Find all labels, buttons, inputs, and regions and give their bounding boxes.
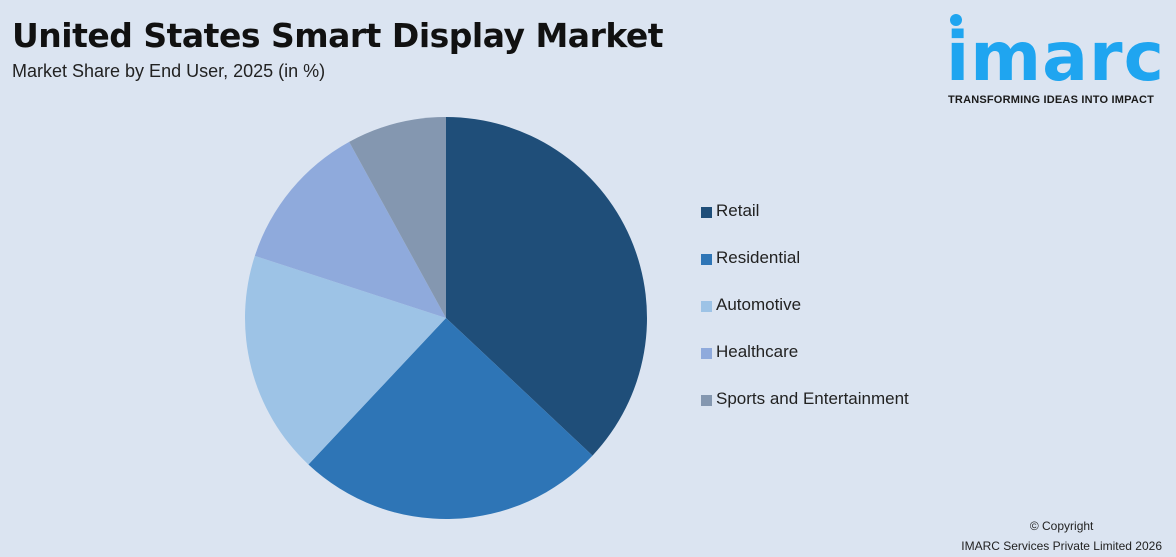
pie-slice-residential [308,318,593,519]
chart-subtitle: Market Share by End User, 2025 (in %) [12,61,326,81]
legend-swatch [701,254,712,265]
pie-slice-sports-and-entertainment [349,117,446,318]
legend-swatch [701,207,712,218]
legend-item: Automotive [701,295,909,342]
logo-dot [950,14,962,26]
copyright-company: IMARC Services Private Limited 2026 [961,539,1162,553]
legend-label: Residential [716,248,801,267]
legend-swatch [701,395,712,406]
legend-item: Sports and Entertainment [701,389,909,436]
legend-item: Residential [701,248,909,295]
pie-slice-retail [446,117,647,456]
copyright: © Copyright IMARC Services Private Limit… [961,516,1162,556]
pie-slice-healthcare [254,141,446,318]
chart-title: United States Smart Display Market [12,16,664,55]
copyright-label: © Copyright [1029,519,1094,533]
imarc-logo: imarc TRANSFORMING IDEAS INTO IMPACT [944,10,1172,110]
logo-tagline: TRANSFORMING IDEAS INTO IMPACT [948,94,1155,106]
legend-label: Healthcare [716,342,799,361]
legend: Retail Residential Automotive Healthcare Spo… [701,201,909,436]
legend-swatch [701,301,712,312]
legend-label: Sports and Entertainment [716,389,909,408]
logo-wordmark: imarc [946,18,1165,97]
legend-item: Healthcare [701,342,909,389]
legend-label: Retail [716,201,760,220]
legend-label: Automotive [716,295,802,314]
pie-slice-automotive [245,255,446,465]
legend-swatch [701,348,712,359]
legend-item: Retail [701,201,909,248]
